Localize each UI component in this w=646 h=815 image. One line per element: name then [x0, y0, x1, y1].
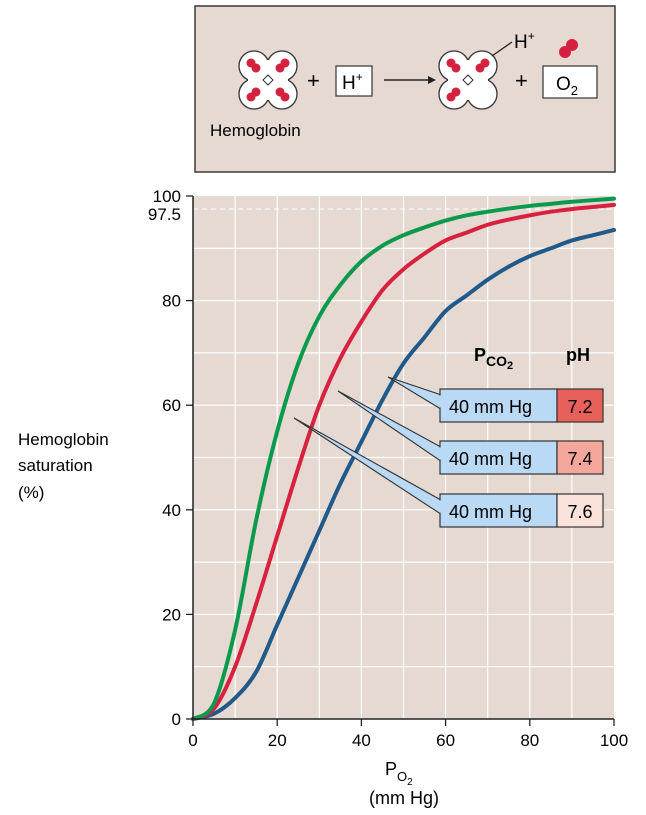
- x-axis-title: PO2 (mm Hg): [369, 759, 439, 808]
- protonated-hemoglobin-icon: [438, 41, 513, 110]
- y-axis-title-line-3: (%): [18, 483, 44, 502]
- y-tick-label: 20: [162, 605, 181, 624]
- hemoglobin-molecule-icon: [238, 50, 298, 110]
- x-tick-label: 0: [188, 731, 197, 750]
- legend-pco2-value: 40 mm Hg: [449, 397, 532, 417]
- oxygen-box: [542, 65, 598, 99]
- plus-sign-2: +: [515, 68, 528, 93]
- y-tick-label: 0: [172, 710, 181, 729]
- y-axis-title: Hemoglobin saturation (%): [18, 430, 109, 502]
- legend-ph-swatch: [556, 493, 604, 528]
- legend-pco2-value: 40 mm Hg: [449, 502, 532, 522]
- oxygen-molecule-icon: [559, 39, 578, 58]
- proton-label: H+: [342, 70, 363, 94]
- bound-proton-label: H+: [514, 29, 535, 53]
- legend-ph-value: 7.4: [567, 449, 592, 469]
- legend-ph-value: 7.2: [567, 397, 592, 417]
- x-axis-title-symbol: PO2: [385, 759, 413, 788]
- x-tick-label: 60: [436, 731, 455, 750]
- hemoglobin-label: Hemoglobin: [210, 121, 301, 140]
- x-tick-label: 100: [600, 731, 628, 750]
- series-line-ph-7-6: [191, 196, 616, 721]
- legend-ph-value: 7.6: [567, 502, 592, 522]
- y-tick-label: 40: [162, 501, 181, 520]
- legend-pco2-box: [439, 440, 558, 475]
- legend-pco2-value: 40 mm Hg: [449, 449, 532, 469]
- x-tick-label: 80: [520, 731, 539, 750]
- legend-header-ph: pH: [566, 345, 590, 365]
- reference-line-label: 97.5: [148, 205, 181, 224]
- legend-ph-swatch: [556, 388, 604, 423]
- y-axis-title-line-2: saturation: [18, 456, 93, 475]
- oxygen-label: O2: [556, 74, 578, 98]
- x-axis-title-unit: (mm Hg): [369, 788, 439, 808]
- proton-box: [335, 65, 373, 97]
- x-tick-label: 20: [268, 731, 287, 750]
- right-arrow-icon: [384, 76, 436, 84]
- y-tick-label: 60: [162, 396, 181, 415]
- legend-header-pco2: PCO2: [474, 345, 513, 372]
- plus-sign-1: +: [307, 68, 320, 93]
- reaction-panel: Hemoglobin + H+ H+ +: [194, 5, 616, 173]
- y-tick-label: 100: [153, 187, 181, 206]
- legend-ph-swatch: [556, 440, 604, 475]
- y-axis-title-line-1: Hemoglobin: [18, 430, 109, 449]
- series-line-ph-7-4: [191, 202, 616, 721]
- x-tick-label: 40: [352, 731, 371, 750]
- y-tick-label: 80: [162, 292, 181, 311]
- series-lines: [191, 196, 616, 721]
- series-line-ph-7-2: [191, 227, 616, 721]
- legend: PCO2 pH 40 mm Hg 7.2 40 mm Hg 7.4 40 mm Hg 7.6: [293, 345, 604, 528]
